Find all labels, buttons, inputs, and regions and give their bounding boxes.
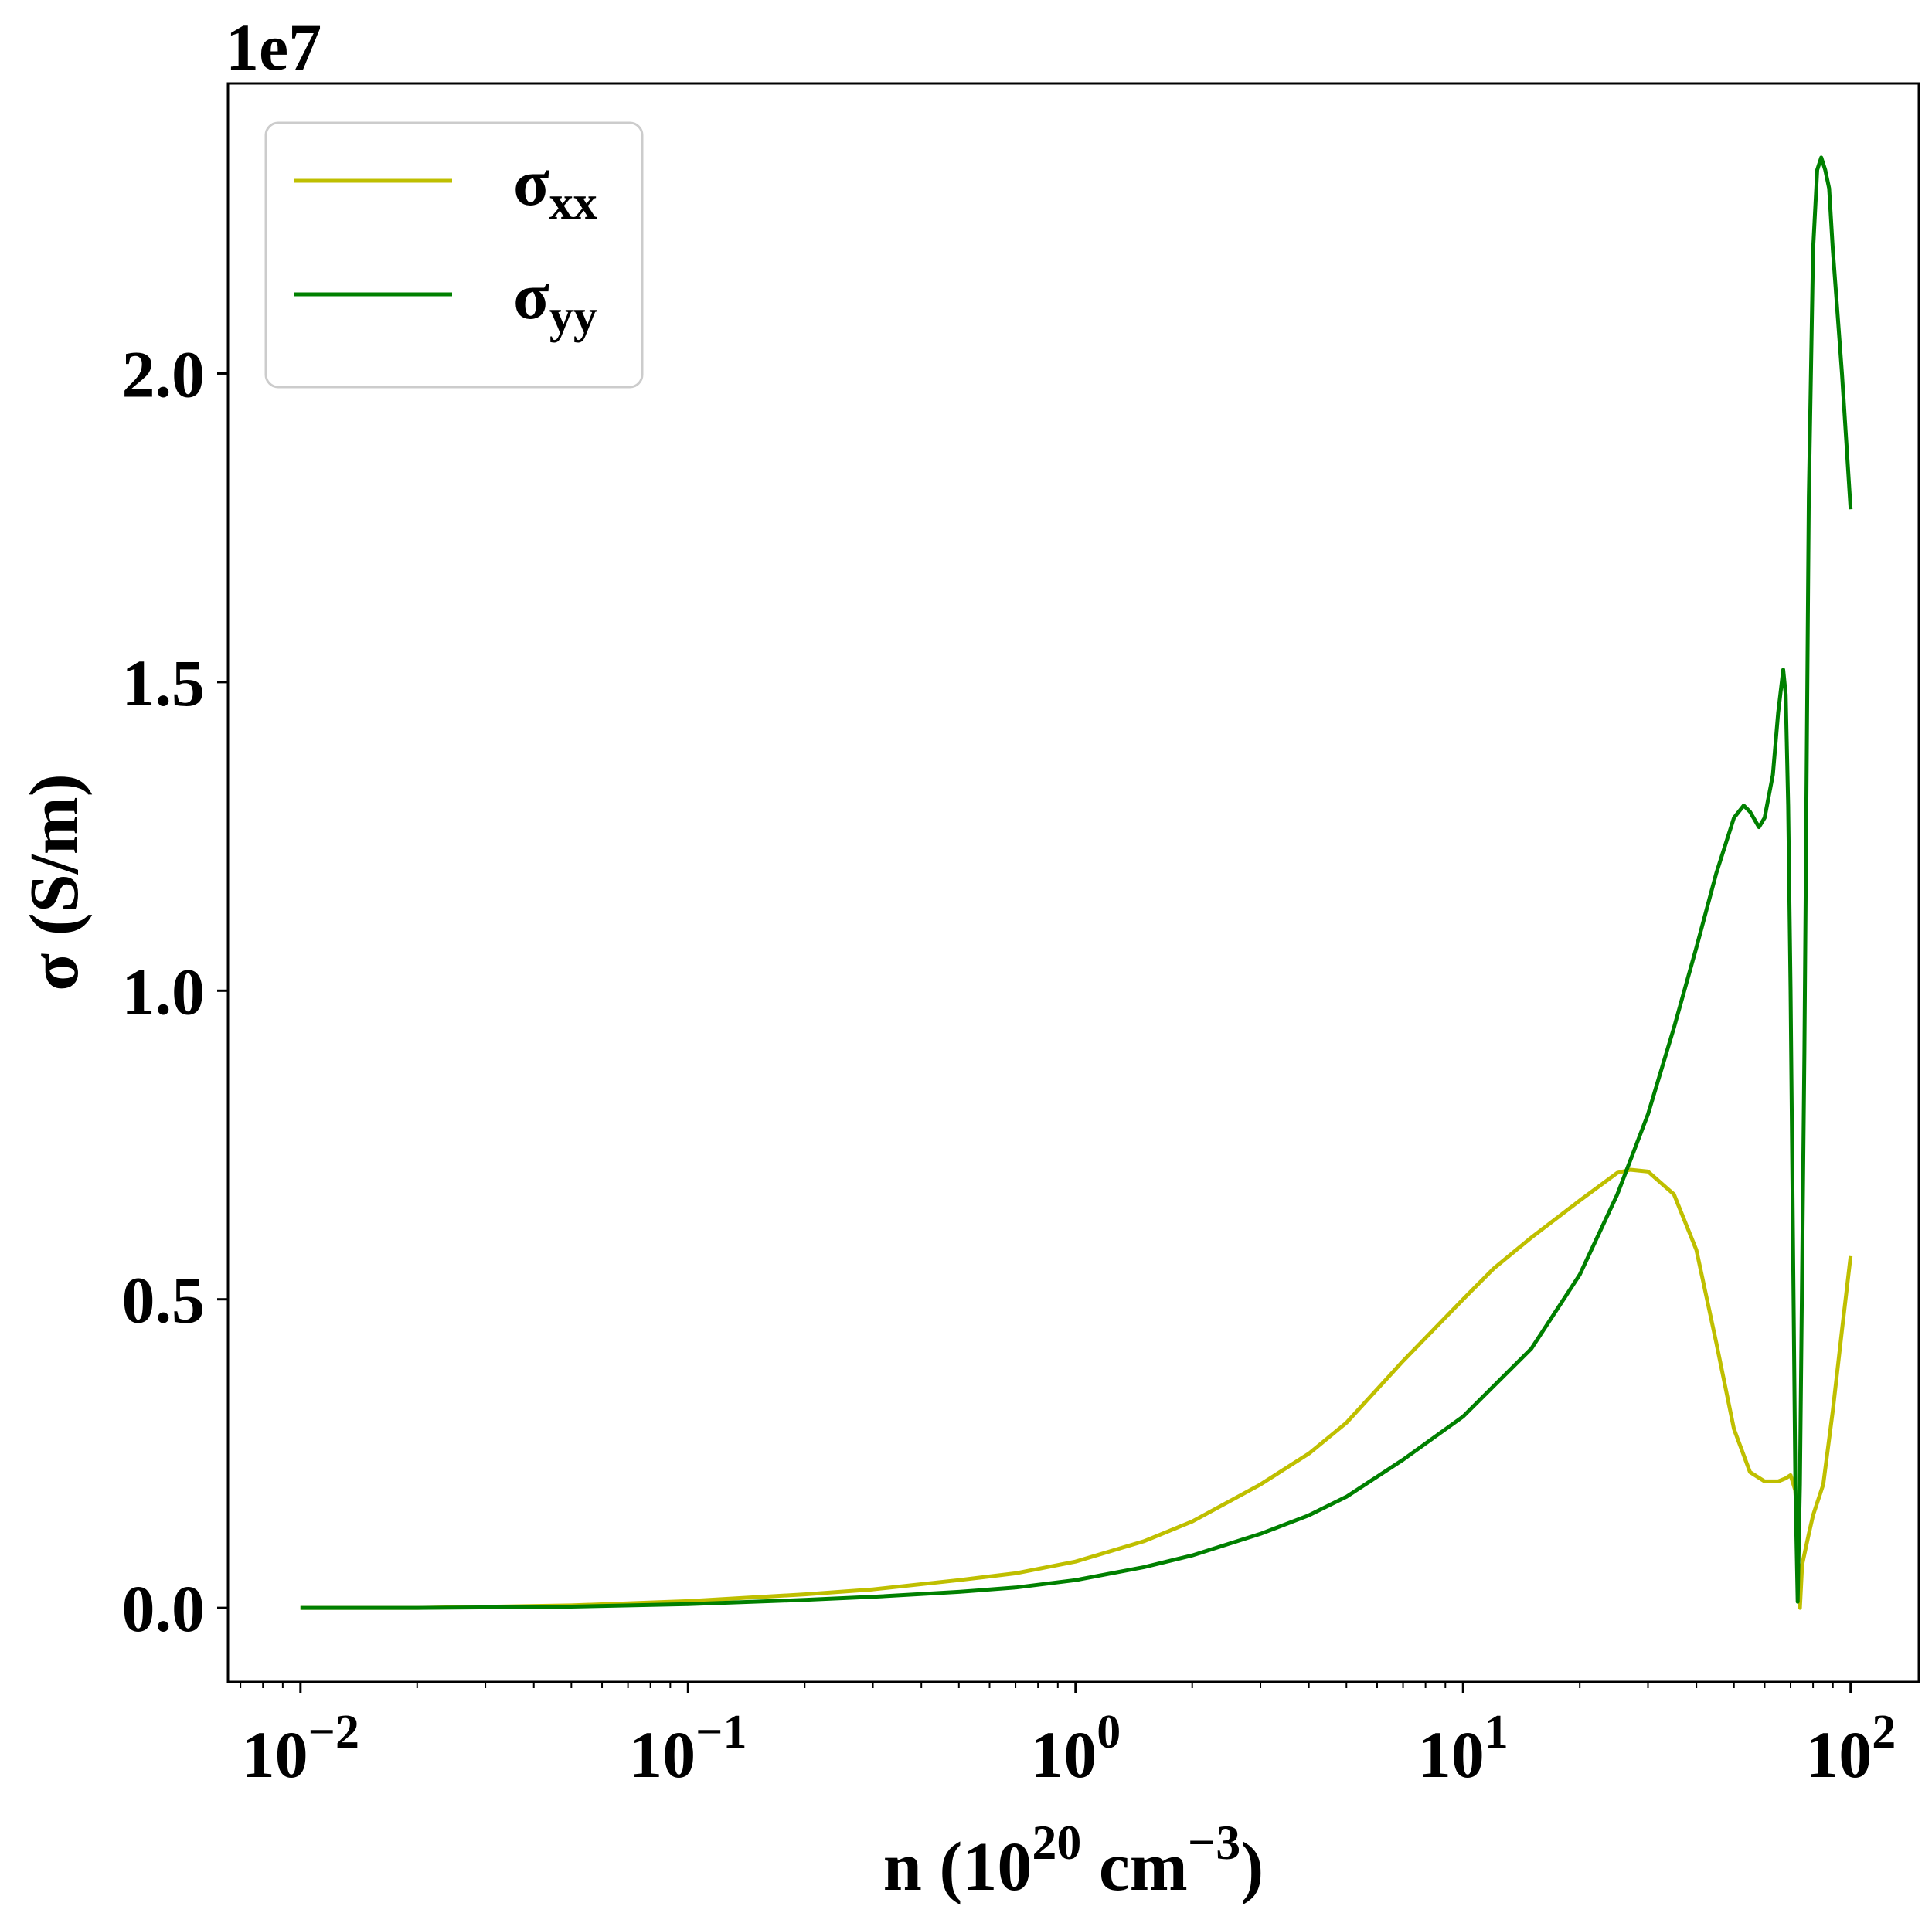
legend-box (264, 121, 644, 389)
y-axis-label: σ (S/m) (16, 773, 93, 990)
x-tick-label: 10−2 (242, 1706, 359, 1792)
x-tick-label: 101 (1418, 1706, 1509, 1792)
legend-label-yy: σyy (513, 259, 597, 343)
x-tick-label: 102 (1805, 1706, 1896, 1792)
y-tick-label: 1.5 (122, 646, 206, 720)
x-axis: 10−2 10−1 100 101 102 (240, 1682, 1896, 1792)
series-line-xx (300, 1167, 1853, 1610)
x-tick-label: 100 (1030, 1706, 1121, 1792)
scale-label: 1e7 (226, 10, 321, 84)
plot-lines (300, 155, 1853, 1610)
x-tick-label: 10−1 (629, 1706, 747, 1792)
legend-label-xx: σxx (513, 145, 597, 229)
y-tick-label: 2.0 (122, 337, 206, 411)
plot-frame (226, 82, 1920, 1683)
y-axis: 0.0 0.5 1.0 1.5 2.0 (122, 337, 228, 1646)
x-axis-label: n (1020 cm−3) (883, 1815, 1264, 1905)
series-line-yy (300, 155, 1853, 1610)
legend: σxx σyy (264, 121, 644, 389)
y-tick-label: 0.0 (122, 1571, 206, 1646)
y-tick-label: 1.0 (122, 954, 206, 1028)
y-tick-label: 0.5 (122, 1263, 206, 1337)
